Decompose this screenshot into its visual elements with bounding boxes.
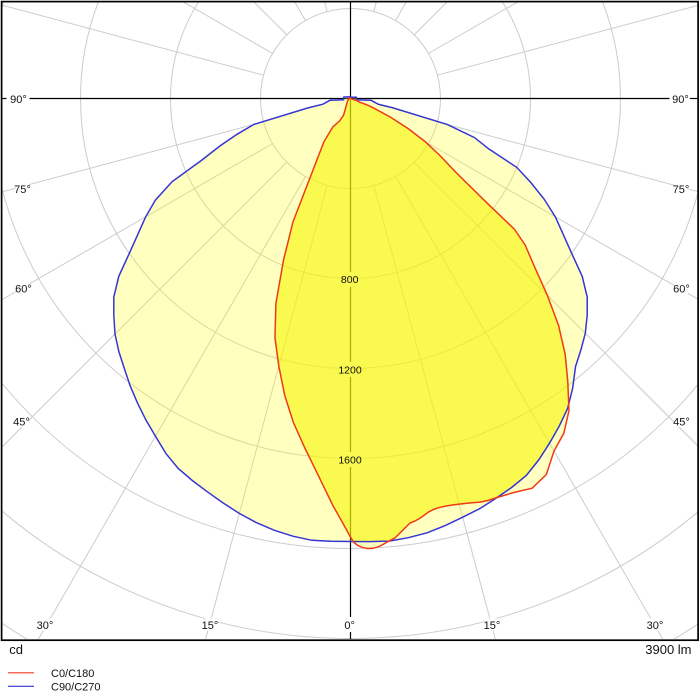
svg-text:75°: 75° — [14, 184, 31, 196]
svg-text:1600: 1600 — [338, 455, 362, 467]
svg-text:0°: 0° — [344, 620, 355, 632]
svg-text:30°: 30° — [647, 620, 664, 632]
svg-text:45°: 45° — [13, 416, 30, 428]
svg-text:15°: 15° — [202, 620, 219, 632]
svg-text:C90/C270: C90/C270 — [51, 682, 101, 694]
svg-text:75°: 75° — [673, 184, 690, 196]
svg-text:30°: 30° — [37, 620, 54, 632]
svg-text:45°: 45° — [673, 416, 690, 428]
svg-text:60°: 60° — [673, 283, 690, 295]
svg-text:90°: 90° — [10, 94, 27, 106]
svg-text:1200: 1200 — [338, 365, 362, 377]
svg-text:15°: 15° — [484, 620, 501, 632]
svg-text:90°: 90° — [672, 94, 689, 106]
svg-text:3900 lm: 3900 lm — [645, 642, 691, 657]
svg-text:cd: cd — [9, 642, 23, 657]
svg-text:C0/C180: C0/C180 — [51, 668, 94, 680]
svg-text:800: 800 — [341, 274, 359, 286]
svg-text:60°: 60° — [15, 283, 32, 295]
